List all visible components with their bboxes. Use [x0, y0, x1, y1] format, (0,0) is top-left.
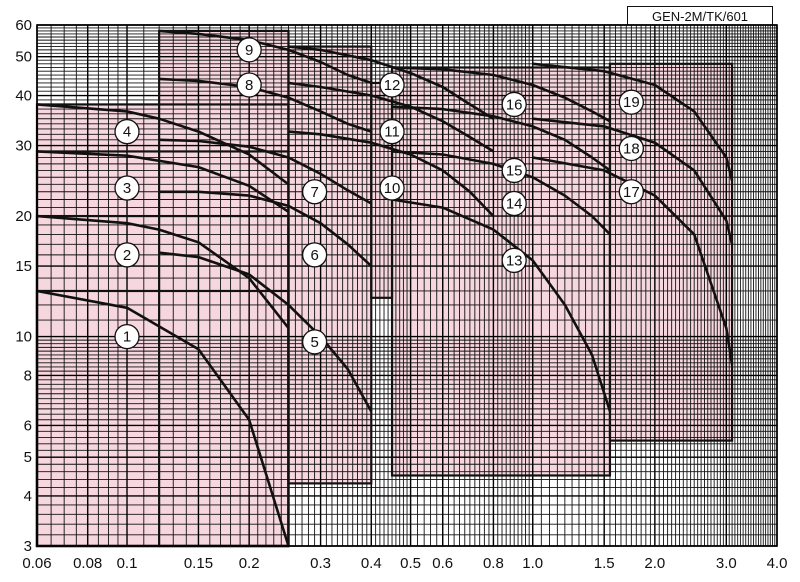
curve-2	[36, 214, 290, 329]
annotation-label: 19	[623, 94, 640, 111]
annotation-circle	[501, 190, 527, 217]
annotation-label: 6	[310, 247, 318, 264]
y-tick-label: 40	[15, 88, 32, 105]
annotation-circle	[114, 323, 140, 350]
annotation-circle	[114, 118, 140, 145]
x-tick-label: 0.8	[483, 555, 504, 572]
x-tick-label: 2.0	[644, 555, 665, 572]
annotation-label: 18	[623, 140, 640, 157]
y-tick-label: 8	[24, 367, 32, 384]
y-tick-label: 50	[15, 49, 32, 66]
annotation-circle	[618, 135, 644, 162]
curve-4	[36, 103, 290, 186]
curve-8	[159, 77, 372, 133]
annotation-label: 12	[384, 77, 401, 94]
annotation-label: 10	[384, 180, 401, 197]
annotation-label: 13	[506, 252, 523, 269]
annotation-label: 11	[384, 124, 400, 141]
x-tick-label: 0.5	[400, 555, 421, 572]
annotation-circle	[301, 242, 328, 268]
plot-frame	[36, 24, 778, 547]
curve-17	[532, 156, 734, 366]
x-tick-label: 0.1	[117, 555, 138, 572]
annotation-circle	[301, 329, 328, 355]
annotation-label: 7	[310, 184, 318, 201]
x-tick-label: 0.2	[239, 555, 260, 572]
annotation-circle	[114, 175, 140, 201]
y-tick-label: 20	[15, 208, 32, 225]
y-tick-label: 30	[15, 138, 32, 155]
curve-7	[159, 138, 372, 205]
annotation-circle	[236, 37, 262, 63]
annotation-label: 8	[245, 77, 253, 94]
annotation-circle	[618, 179, 644, 205]
region-6	[288, 46, 372, 484]
region-9	[609, 63, 733, 441]
x-tick-label: 0.4	[361, 555, 382, 572]
x-tick-label: 0.08	[73, 555, 102, 572]
y-tick-label: 6	[24, 417, 32, 434]
annotation-circle	[379, 118, 405, 145]
x-tick-label: 3.0	[716, 555, 737, 572]
annotation-circle	[236, 72, 262, 98]
y-tick-label: 4	[24, 488, 32, 505]
x-tick-label: 1.0	[522, 555, 543, 572]
annotation-label: 16	[506, 96, 523, 113]
annotation-circle	[501, 157, 527, 184]
annotation-circle	[114, 242, 140, 268]
curve-13	[391, 198, 612, 412]
y-tick-label: 60	[15, 17, 32, 34]
annotation-label: 14	[506, 195, 523, 212]
annotation-circle	[618, 89, 644, 115]
x-tick-label: 0.15	[184, 555, 213, 572]
annotation-label: 1	[123, 329, 131, 346]
annotation-label: 2	[123, 247, 131, 264]
annotation-label: 9	[245, 42, 253, 59]
curve-16	[391, 66, 611, 123]
curve-3	[36, 150, 290, 213]
x-tick-label: 0.06	[22, 555, 51, 572]
annotation-label: 5	[310, 334, 318, 351]
y-tick-label: 3	[24, 538, 32, 555]
curve-10	[288, 130, 495, 218]
curve-1	[36, 289, 290, 547]
x-tick-label: 0.3	[310, 555, 331, 572]
annotation-label: 17	[623, 184, 640, 201]
annotation-circle	[301, 179, 328, 205]
curve-12	[288, 45, 495, 120]
annotation-circle	[379, 72, 405, 98]
y-tick-label: 5	[24, 449, 32, 466]
curve-15	[391, 105, 611, 172]
curve-6	[159, 190, 373, 268]
x-tick-label: 1.5	[594, 555, 615, 572]
curve-18	[532, 117, 734, 245]
annotation-circle	[379, 175, 405, 201]
curve-5	[158, 251, 373, 413]
annotation-label: 15	[506, 162, 523, 179]
y-tick-label: 15	[15, 258, 32, 275]
curve-19	[532, 62, 734, 182]
y-tick-label: 10	[15, 329, 32, 346]
annotation-circle	[501, 247, 527, 274]
annotation-circle	[501, 91, 527, 118]
x-tick-label: 0.6	[432, 555, 453, 572]
region-8	[392, 67, 610, 476]
annotation-label: 3	[123, 180, 131, 197]
curve-14	[391, 150, 611, 236]
x-tick-label: 4.0	[767, 555, 788, 572]
region-outline-9	[608, 62, 734, 442]
annotation-label: 4	[123, 124, 131, 141]
curve-9	[159, 29, 372, 85]
